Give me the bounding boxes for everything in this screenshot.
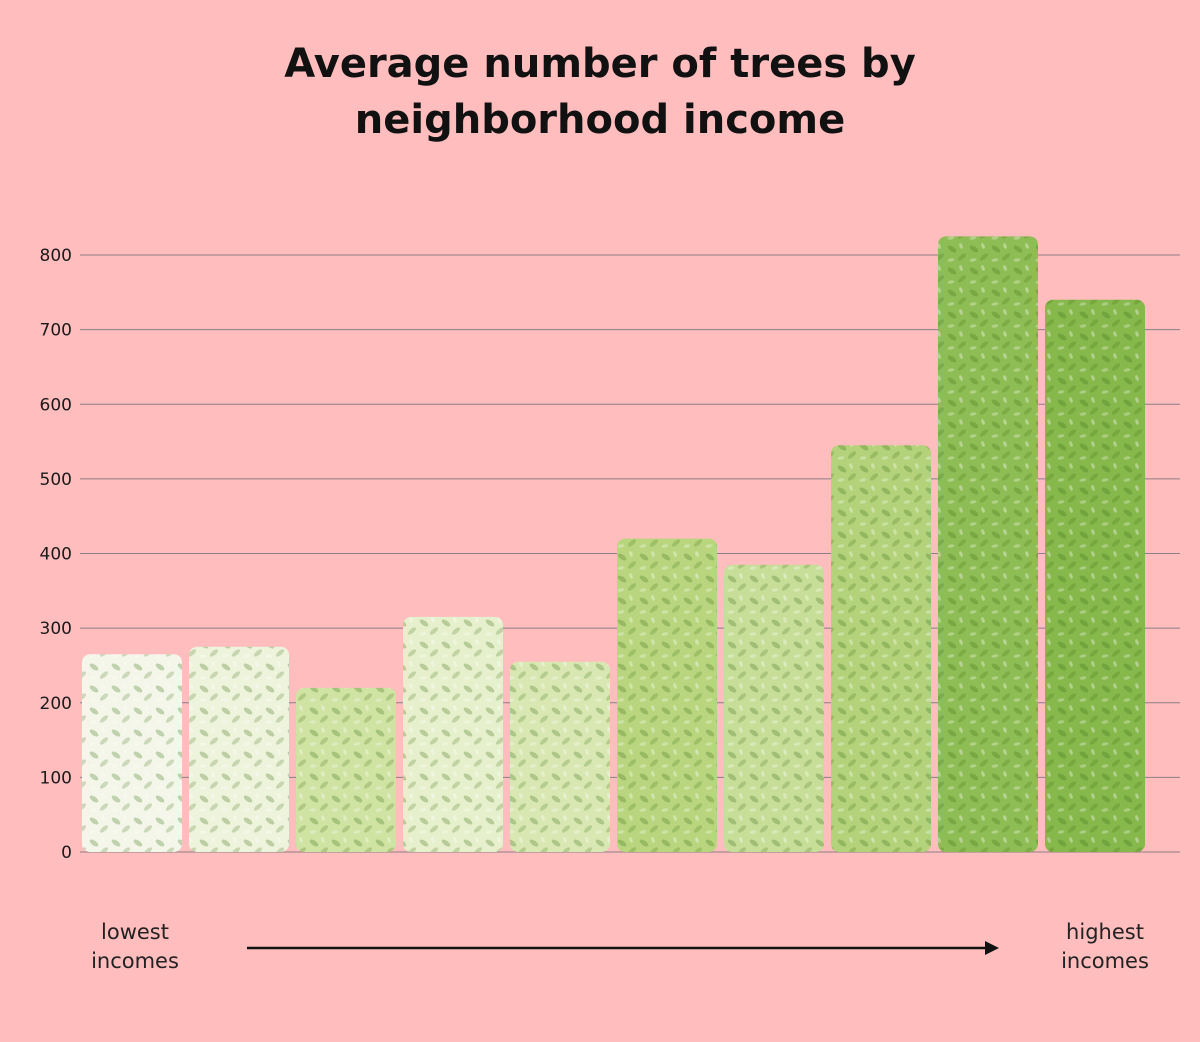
bar xyxy=(189,646,289,852)
y-tick-label: 500 xyxy=(40,470,72,490)
bar-foliage-texture xyxy=(938,236,1038,852)
bar-foliage-texture xyxy=(82,654,182,852)
lowest-incomes-label: lowest incomes xyxy=(91,920,179,973)
bar xyxy=(403,616,503,852)
bar xyxy=(938,236,1038,852)
y-tick-label: 400 xyxy=(40,545,72,565)
bar-foliage-texture xyxy=(617,538,717,852)
y-tick-label: 0 xyxy=(61,843,72,863)
chart-title-line-2: neighborhood income xyxy=(354,97,846,143)
bar xyxy=(831,445,931,852)
bar xyxy=(296,687,396,852)
chart-title: Average number of trees by neighborhood … xyxy=(0,36,1200,148)
bar-foliage-texture xyxy=(724,564,824,852)
bar xyxy=(617,538,717,852)
bar-foliage-texture xyxy=(1045,299,1145,852)
y-tick-label: 300 xyxy=(40,619,72,639)
y-axis-ticks: 0 100 200 300 400 500 600 700 800 xyxy=(40,246,72,863)
chart-title-line-1: Average number of trees by xyxy=(284,41,916,87)
bar xyxy=(1045,299,1145,852)
bar-foliage-texture xyxy=(831,445,931,852)
bar-foliage-texture xyxy=(510,661,610,852)
bar-foliage-texture xyxy=(296,687,396,852)
bar xyxy=(82,654,182,852)
bar xyxy=(724,564,824,852)
y-tick-label: 600 xyxy=(40,395,72,415)
income-direction-arrow xyxy=(247,941,999,955)
bar-foliage-texture xyxy=(189,646,289,852)
y-tick-label: 700 xyxy=(40,321,72,341)
bar-foliage-texture xyxy=(403,616,503,852)
y-tick-label: 200 xyxy=(40,694,72,714)
bars xyxy=(82,236,1145,852)
y-tick-label: 800 xyxy=(40,246,72,266)
y-tick-label: 100 xyxy=(40,768,72,788)
highest-incomes-label: highest incomes xyxy=(1061,920,1149,973)
bar xyxy=(510,661,610,852)
